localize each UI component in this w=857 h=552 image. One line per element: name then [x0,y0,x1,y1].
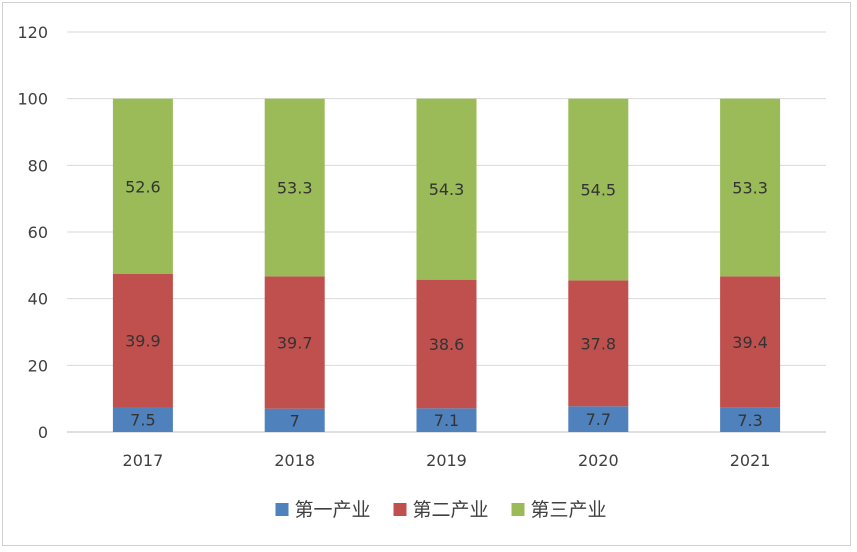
bar-segment-3-2018 [264,98,325,277]
y-tick-label: 40 [28,290,48,309]
y-tick-label: 100 [17,90,48,109]
bar-segment-1-2017 [112,407,173,432]
legend-label: 第二产业 [413,499,489,521]
x-tick-label: 2021 [730,451,771,470]
legend: 第一产业 第二产业 第三产业 [275,499,607,521]
legend-swatch [511,503,525,516]
bar-segment-3-2017 [112,98,173,275]
bar-segment-2-2021 [720,276,781,408]
legend-label: 第一产业 [295,499,371,521]
y-tick-label: 20 [28,356,48,375]
data-label: 7.3 [737,411,762,430]
bar-segment-3-2021 [720,98,781,277]
data-label: 54.5 [580,181,616,200]
data-label: 7 [290,411,300,430]
bar-segment-2-2019 [416,279,477,409]
y-tick-label: 60 [28,223,48,242]
x-tick-label: 2018 [274,451,315,470]
bar-segment-1-2019 [416,408,477,432]
legend-swatch [393,503,407,516]
data-label: 7.1 [434,411,459,430]
bar-segment-2-2018 [264,276,325,409]
data-label: 7.7 [586,410,611,429]
x-tick-label: 2019 [426,451,467,470]
legend-swatch [275,503,289,516]
data-label: 7.5 [130,411,155,430]
data-label: 52.6 [125,177,161,196]
data-label: 53.3 [277,179,313,198]
bar-segment-2-2020 [568,280,629,407]
data-label: 39.9 [125,332,161,351]
bar-segment-2-2017 [112,274,173,407]
y-tick-label: 0 [38,423,48,442]
data-label: 39.7 [277,334,313,353]
data-label: 54.3 [429,180,465,199]
x-tick-label: 2020 [578,451,619,470]
bar-segment-1-2018 [264,408,325,432]
bar-segment-3-2020 [568,98,629,281]
x-tick-label: 2017 [123,451,164,470]
legend-label: 第三产业 [531,499,607,521]
axes: 0 20 40 60 80 100 120 2017 2018 2019 2020 2021 [17,23,826,470]
bar-segment-1-2020 [568,406,629,432]
bars [112,98,781,432]
data-label: 38.6 [429,335,465,354]
y-tick-label: 120 [17,23,48,42]
data-label: 53.3 [732,179,768,198]
data-label: 39.4 [732,333,768,352]
data-label: 37.8 [580,334,616,353]
y-tick-label: 80 [28,156,48,175]
data-labels: 7.5 39.9 52.6 7 39.7 53.3 7.1 38.6 54.3 7.7 37.8 54… [125,177,768,430]
bar-segment-1-2021 [720,407,781,432]
bar-segment-3-2019 [416,98,477,280]
